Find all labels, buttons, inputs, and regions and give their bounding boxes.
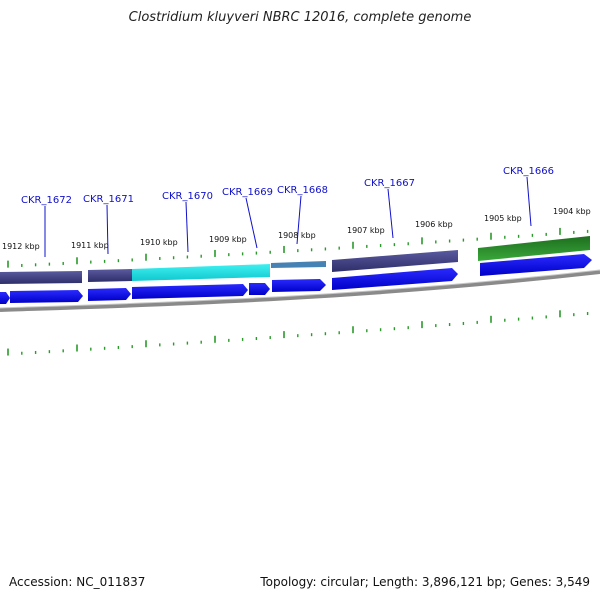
kbp-labels: 1912 kbp 1911 kbp 1910 kbp 1909 kbp 1908… bbox=[2, 207, 591, 251]
feature-bar-ckr-1667[interactable] bbox=[332, 250, 458, 272]
kbp-label: 1910 kbp bbox=[140, 238, 178, 247]
gene-label-ckr-1671[interactable]: CKR_1671 bbox=[83, 194, 134, 205]
feature-bar-ckr-1671[interactable] bbox=[88, 269, 132, 282]
gene-leader-lines bbox=[44, 176, 532, 257]
gene-arrow[interactable] bbox=[132, 284, 248, 299]
gene-label-ckr-1670[interactable]: CKR_1670 bbox=[162, 191, 213, 202]
genome-backbone bbox=[0, 270, 600, 312]
gene-label-ckr-1669[interactable]: CKR_1669 bbox=[222, 187, 273, 198]
gene-label-ckr-1672[interactable]: CKR_1672 bbox=[21, 195, 72, 206]
gene-label-ckr-1668[interactable]: CKR_1668 bbox=[277, 185, 328, 196]
gene-arrow[interactable] bbox=[332, 268, 458, 290]
gene-arrows bbox=[0, 254, 592, 304]
kbp-label: 1907 kbp bbox=[347, 226, 385, 235]
genome-backbone-highlight bbox=[0, 269, 600, 309]
gene-arrow[interactable] bbox=[0, 292, 10, 304]
feature-bar-ckr-1670[interactable] bbox=[132, 264, 270, 281]
feature-band bbox=[0, 236, 590, 284]
kbp-label: 1911 kbp bbox=[71, 241, 109, 250]
kbp-label: 1906 kbp bbox=[415, 220, 453, 229]
kbp-label: 1904 kbp bbox=[553, 207, 591, 216]
accession-text: Accession: NC_011837 bbox=[9, 575, 146, 589]
gene-labels: CKR_1672 CKR_1671 CKR_1670 CKR_1669 CKR_… bbox=[21, 166, 554, 206]
gene-arrow[interactable] bbox=[10, 290, 83, 303]
kbp-label: 1908 kbp bbox=[278, 231, 316, 240]
kbp-label: 1912 kbp bbox=[2, 242, 40, 251]
kbp-ticks-lower bbox=[7, 310, 589, 356]
kbp-label: 1905 kbp bbox=[484, 214, 522, 223]
gene-label-ckr-1667[interactable]: CKR_1667 bbox=[364, 178, 415, 189]
kbp-ticks-upper bbox=[7, 227, 589, 268]
gene-arrow[interactable] bbox=[480, 254, 592, 276]
feature-bar-ckr-1666[interactable] bbox=[478, 236, 590, 261]
kbp-label: 1909 kbp bbox=[209, 235, 247, 244]
gene-arrow[interactable] bbox=[88, 288, 131, 301]
feature-bar-ckr-1668[interactable] bbox=[271, 261, 326, 268]
gene-arrow[interactable] bbox=[249, 283, 270, 295]
feature-bar-ckr-1672[interactable] bbox=[0, 271, 82, 284]
topology-text: Topology: circular; Length: 3,896,121 bp… bbox=[260, 575, 590, 589]
map-title: Clostridium kluyveri NBRC 12016, complet… bbox=[128, 10, 472, 25]
gene-arrow[interactable] bbox=[272, 279, 326, 292]
gene-label-ckr-1666[interactable]: CKR_1666 bbox=[503, 166, 554, 177]
